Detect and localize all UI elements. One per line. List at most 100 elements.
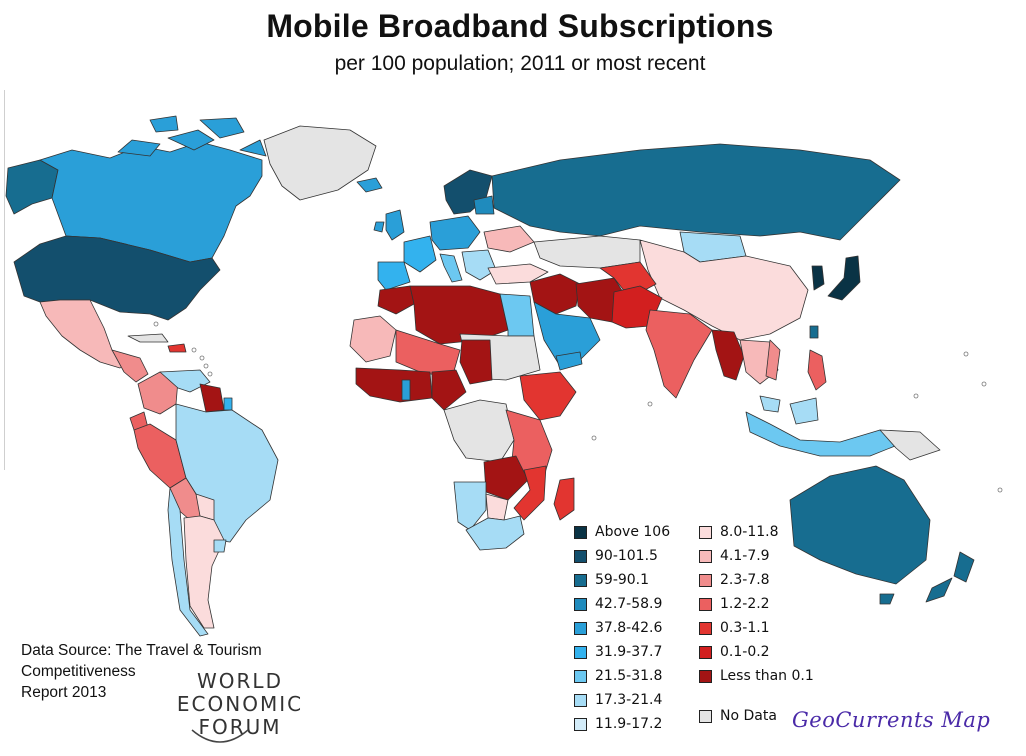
region-saudi-arabia (533, 301, 601, 367)
region-iberia (377, 261, 411, 291)
region-hispaniola (167, 343, 187, 353)
source-line-3: Report 2013 (21, 684, 107, 701)
small-islands (153, 321, 1003, 493)
legend-label: 4.1-7.9 (720, 548, 770, 564)
region-ukraine (483, 225, 535, 253)
region-uruguay (213, 539, 227, 553)
legend-label: 0.3-1.1 (720, 620, 770, 636)
region-new-zealand (925, 551, 975, 603)
region-italy (439, 253, 463, 283)
legend-swatch (574, 645, 587, 659)
region-cuba (127, 333, 169, 343)
map-subtitle: per 100 population; 2011 or most recent (334, 52, 706, 75)
geocurrents-credit: GeoCurrents Map (792, 708, 991, 732)
region-mozambique (513, 465, 547, 521)
legend-label: 2.3-7.8 (720, 572, 770, 588)
region-venezuela (159, 369, 211, 393)
region-philippines (807, 349, 827, 391)
region-west-africa-coast (355, 367, 433, 403)
region-tasmania (879, 593, 895, 605)
legend-label: 8.0-11.8 (720, 524, 779, 540)
region-china (639, 239, 809, 341)
legend-label: Above 106 (595, 524, 671, 540)
legend-swatch-no-data (699, 709, 712, 723)
legend-label: 37.8-42.6 (595, 620, 663, 636)
region-bangladesh-burma (711, 329, 745, 381)
legend-label: 90-101.5 (595, 548, 658, 564)
region-uk (373, 209, 405, 241)
region-taiwan (809, 325, 819, 339)
legend-item: 37.8-42.6 (574, 618, 662, 638)
region-arctic-islands (117, 115, 267, 157)
region-guianas (199, 383, 225, 413)
legend-swatch (574, 669, 587, 683)
legend-item: 59-90.1 (574, 570, 649, 590)
legend-label: 42.7-58.9 (595, 596, 663, 612)
region-japan (827, 255, 861, 301)
source-line-2: Competitiveness (21, 663, 136, 680)
legend-swatch (574, 525, 587, 539)
region-madagascar (553, 477, 575, 521)
region-vietnam (765, 339, 781, 381)
legend-item: 31.9-37.7 (574, 642, 662, 662)
legend-item: 11.9-17.2 (574, 714, 662, 734)
legend-item: 17.3-21.4 (574, 690, 662, 710)
region-india (645, 309, 713, 399)
legend-swatch (574, 717, 587, 731)
region-angola-namibia (453, 481, 487, 531)
legend-label: 31.9-37.7 (595, 644, 663, 660)
legend-label-no-data: No Data (720, 708, 777, 724)
legend-swatch (574, 597, 587, 611)
legend-item-no-data: No Data (699, 706, 777, 726)
region-balkans (461, 249, 497, 281)
wef-logo: WORLD ECONOMIC FORUM (170, 670, 310, 739)
legend-item: Less than 0.1 (699, 666, 814, 686)
legend-swatch (699, 669, 712, 683)
legend-item: 42.7-58.9 (574, 594, 662, 614)
region-horn-of-africa (519, 371, 577, 421)
legend-swatch (699, 597, 712, 611)
wef-logo-line-3: FORUM (198, 715, 282, 739)
legend-item: 4.1-7.9 (699, 546, 770, 566)
region-png (879, 429, 941, 461)
region-indonesia (745, 411, 901, 457)
legend-swatch (574, 573, 587, 587)
region-central-europe (429, 215, 481, 251)
region-turkey (487, 263, 549, 285)
legend-swatch (699, 621, 712, 635)
source-line-1: Data Source: The Travel & Tourism (21, 642, 262, 659)
region-south-africa (465, 515, 525, 551)
legend-item: 0.1-0.2 (699, 642, 770, 662)
region-central-africa (443, 399, 515, 463)
legend-label: 17.3-21.4 (595, 692, 663, 708)
region-france (403, 235, 437, 273)
region-malaysia (759, 395, 819, 425)
region-baltics (473, 195, 495, 215)
region-yemen (555, 351, 583, 371)
region-ghana (401, 379, 411, 401)
region-morocco (377, 285, 415, 315)
data-source: Data Source: The Travel & Tourism Compet… (21, 640, 262, 703)
wef-logo-line-2: ECONOMIC (176, 692, 304, 716)
legend-label: 59-90.1 (595, 572, 650, 588)
legend-swatch (574, 621, 587, 635)
region-chad (459, 339, 493, 385)
wef-logo-line-1: WORLD (197, 669, 283, 693)
region-korea (811, 265, 825, 291)
region-greenland (263, 125, 377, 201)
wef-logo-arc (191, 729, 249, 743)
region-russia (491, 143, 901, 241)
legend-item: 8.0-11.8 (699, 522, 779, 542)
region-west-africa-west (349, 315, 397, 363)
legend-item: 21.5-31.8 (574, 666, 662, 686)
frame-edge (4, 90, 5, 470)
legend-label: 11.9-17.2 (595, 716, 663, 732)
legend-swatch (574, 693, 587, 707)
region-central-america (111, 349, 149, 383)
legend-swatch (699, 573, 712, 587)
region-kazakhstan (533, 235, 641, 269)
region-french-guiana (223, 397, 233, 411)
legend-label: Less than 0.1 (720, 668, 814, 684)
legend-item: 2.3-7.8 (699, 570, 770, 590)
